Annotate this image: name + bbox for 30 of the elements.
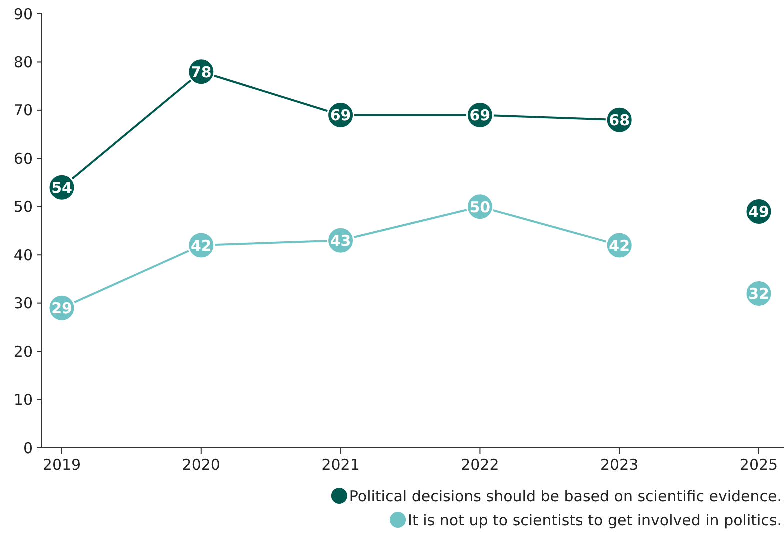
data-label: 29	[52, 300, 72, 318]
x-tick-label: 2021	[322, 456, 360, 474]
x-tick-label: 2023	[600, 456, 639, 474]
y-tick-label: 90	[14, 5, 33, 24]
x-tick-label: 2025	[740, 456, 778, 474]
data-label: 42	[609, 236, 630, 255]
data-label: 32	[748, 285, 770, 304]
data-label: 42	[190, 236, 212, 255]
y-tick-label: 0	[23, 439, 33, 458]
data-label: 68	[609, 111, 630, 130]
data-label: 43	[330, 232, 352, 250]
y-tick-label: 10	[14, 391, 33, 410]
x-tick-label: 2022	[461, 456, 500, 474]
legend-label: It is not up to scientists to get involved in politics.	[408, 511, 782, 530]
x-tick-label: 2019	[42, 456, 82, 474]
y-tick-label: 20	[14, 342, 33, 361]
data-label: 78	[190, 63, 212, 82]
y-tick-label: 80	[14, 53, 33, 72]
data-label: 54	[52, 179, 72, 197]
y-tick-label: 50	[14, 198, 33, 216]
legend-label: Political decisions should be based on scientific evidence.	[349, 487, 782, 506]
data-label: 69	[470, 106, 491, 125]
y-tick-label: 70	[14, 102, 33, 120]
data-label: 69	[330, 106, 352, 125]
y-tick-label: 40	[14, 246, 33, 264]
x-tick-label: 2020	[182, 456, 220, 474]
data-label: 50	[470, 198, 491, 216]
y-tick-label: 60	[14, 150, 33, 168]
data-label: 49	[748, 203, 770, 222]
y-tick-label: 30	[14, 294, 33, 313]
